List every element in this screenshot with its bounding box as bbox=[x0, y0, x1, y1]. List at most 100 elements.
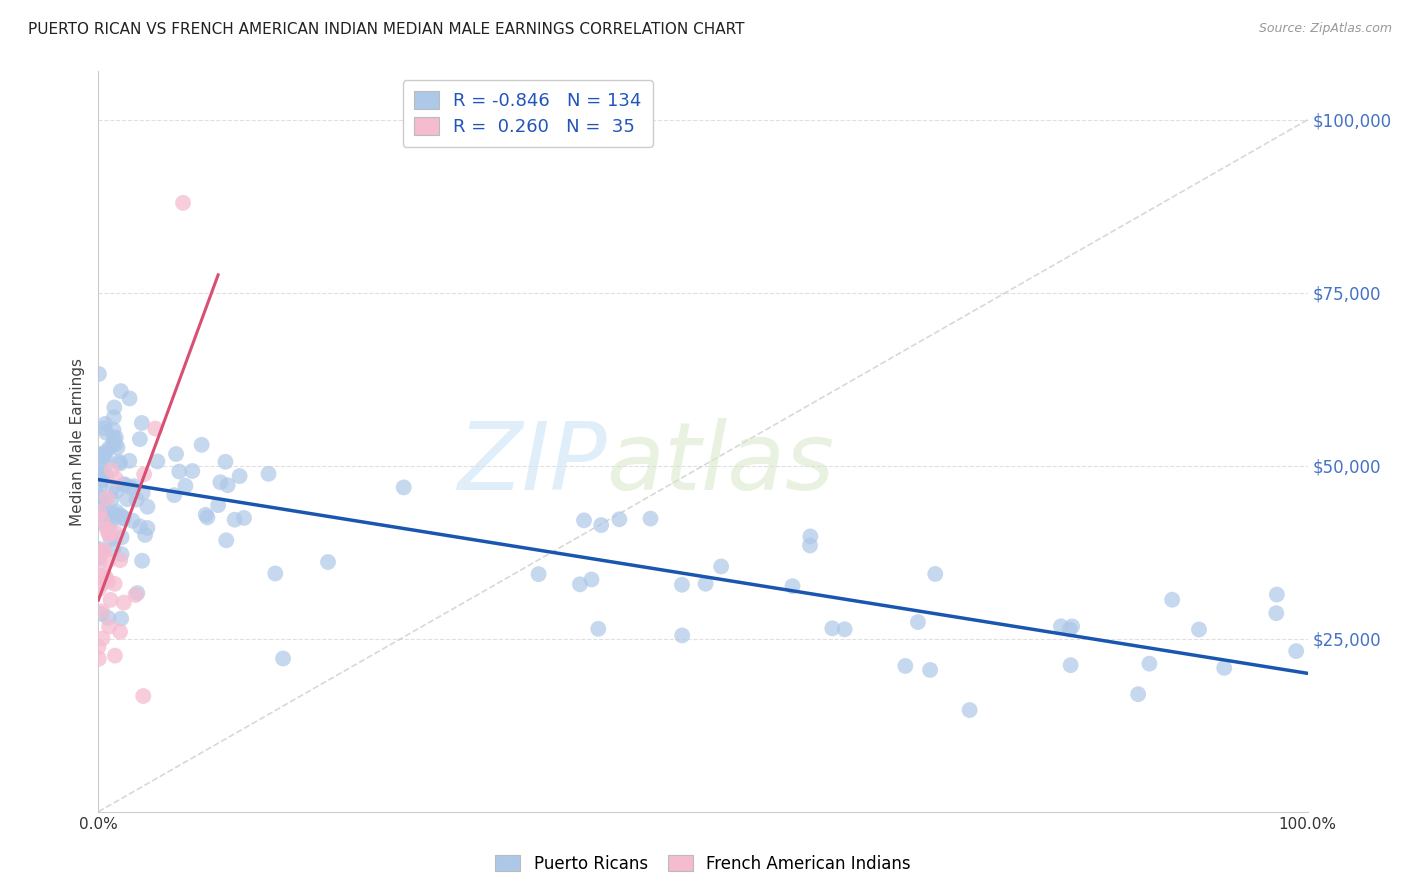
Point bbox=[959, 703, 981, 717]
Point bbox=[97, 574, 120, 589]
Point bbox=[316, 555, 339, 569]
Point bbox=[134, 467, 156, 482]
Point bbox=[129, 432, 152, 446]
Point bbox=[1059, 623, 1081, 637]
Point bbox=[527, 567, 550, 582]
Point bbox=[671, 578, 693, 592]
Point bbox=[217, 478, 239, 492]
Point bbox=[112, 596, 135, 610]
Point bbox=[98, 527, 121, 541]
Point bbox=[91, 545, 114, 559]
Point bbox=[87, 475, 110, 489]
Point bbox=[118, 392, 141, 406]
Point bbox=[1265, 588, 1288, 602]
Point bbox=[214, 455, 236, 469]
Point bbox=[112, 511, 135, 525]
Point bbox=[97, 553, 120, 567]
Point bbox=[94, 445, 117, 459]
Point bbox=[87, 500, 110, 514]
Point bbox=[907, 615, 929, 629]
Point bbox=[96, 425, 118, 440]
Point bbox=[107, 441, 129, 455]
Point bbox=[93, 543, 115, 558]
Text: ZIP: ZIP bbox=[457, 418, 606, 509]
Point bbox=[96, 491, 118, 505]
Point bbox=[108, 455, 131, 469]
Point bbox=[100, 463, 122, 477]
Point bbox=[108, 624, 131, 639]
Point bbox=[101, 437, 124, 451]
Point bbox=[195, 510, 218, 524]
Point bbox=[167, 465, 190, 479]
Point bbox=[94, 469, 117, 483]
Point bbox=[87, 640, 110, 654]
Point bbox=[104, 577, 127, 591]
Point bbox=[87, 541, 110, 556]
Point bbox=[146, 454, 169, 468]
Point bbox=[103, 542, 125, 557]
Point bbox=[121, 514, 143, 528]
Point bbox=[98, 441, 121, 455]
Point bbox=[920, 663, 942, 677]
Point bbox=[209, 475, 232, 490]
Point bbox=[894, 659, 917, 673]
Point bbox=[101, 506, 124, 520]
Point bbox=[87, 466, 110, 480]
Point bbox=[588, 622, 610, 636]
Text: Source: ZipAtlas.com: Source: ZipAtlas.com bbox=[1258, 22, 1392, 36]
Point bbox=[100, 514, 122, 528]
Point bbox=[782, 579, 804, 593]
Point bbox=[671, 628, 693, 642]
Point bbox=[591, 518, 613, 533]
Point bbox=[89, 544, 111, 558]
Point bbox=[131, 554, 153, 568]
Point bbox=[89, 555, 111, 569]
Point bbox=[110, 547, 132, 561]
Point bbox=[93, 448, 115, 462]
Point bbox=[105, 505, 128, 519]
Point bbox=[110, 612, 132, 626]
Point bbox=[89, 516, 111, 530]
Point bbox=[94, 494, 117, 508]
Point bbox=[104, 472, 127, 486]
Point bbox=[1139, 657, 1161, 671]
Point bbox=[93, 568, 115, 582]
Point bbox=[136, 500, 159, 514]
Point bbox=[100, 532, 122, 546]
Point bbox=[1213, 661, 1236, 675]
Point bbox=[568, 577, 591, 591]
Point bbox=[87, 551, 110, 566]
Point bbox=[87, 582, 110, 597]
Point bbox=[94, 450, 117, 465]
Point bbox=[110, 508, 132, 523]
Point bbox=[1128, 687, 1150, 701]
Point bbox=[90, 490, 112, 504]
Point bbox=[90, 569, 112, 583]
Point bbox=[108, 553, 131, 567]
Point bbox=[207, 498, 229, 512]
Point bbox=[111, 530, 134, 544]
Point bbox=[125, 492, 148, 507]
Point bbox=[91, 632, 114, 646]
Text: atlas: atlas bbox=[606, 418, 835, 509]
Point bbox=[112, 510, 135, 524]
Point bbox=[710, 559, 733, 574]
Point bbox=[132, 689, 155, 703]
Point bbox=[103, 410, 125, 425]
Point bbox=[572, 513, 595, 527]
Point bbox=[103, 401, 125, 415]
Point bbox=[136, 521, 159, 535]
Point bbox=[163, 488, 186, 502]
Point bbox=[89, 458, 111, 473]
Point bbox=[100, 593, 122, 607]
Point bbox=[392, 480, 415, 494]
Point bbox=[89, 505, 111, 519]
Point bbox=[91, 471, 114, 485]
Point bbox=[114, 477, 136, 491]
Point bbox=[94, 458, 117, 473]
Point bbox=[165, 447, 187, 461]
Point bbox=[101, 480, 124, 494]
Point bbox=[233, 511, 256, 525]
Point bbox=[87, 447, 110, 461]
Point bbox=[181, 464, 204, 478]
